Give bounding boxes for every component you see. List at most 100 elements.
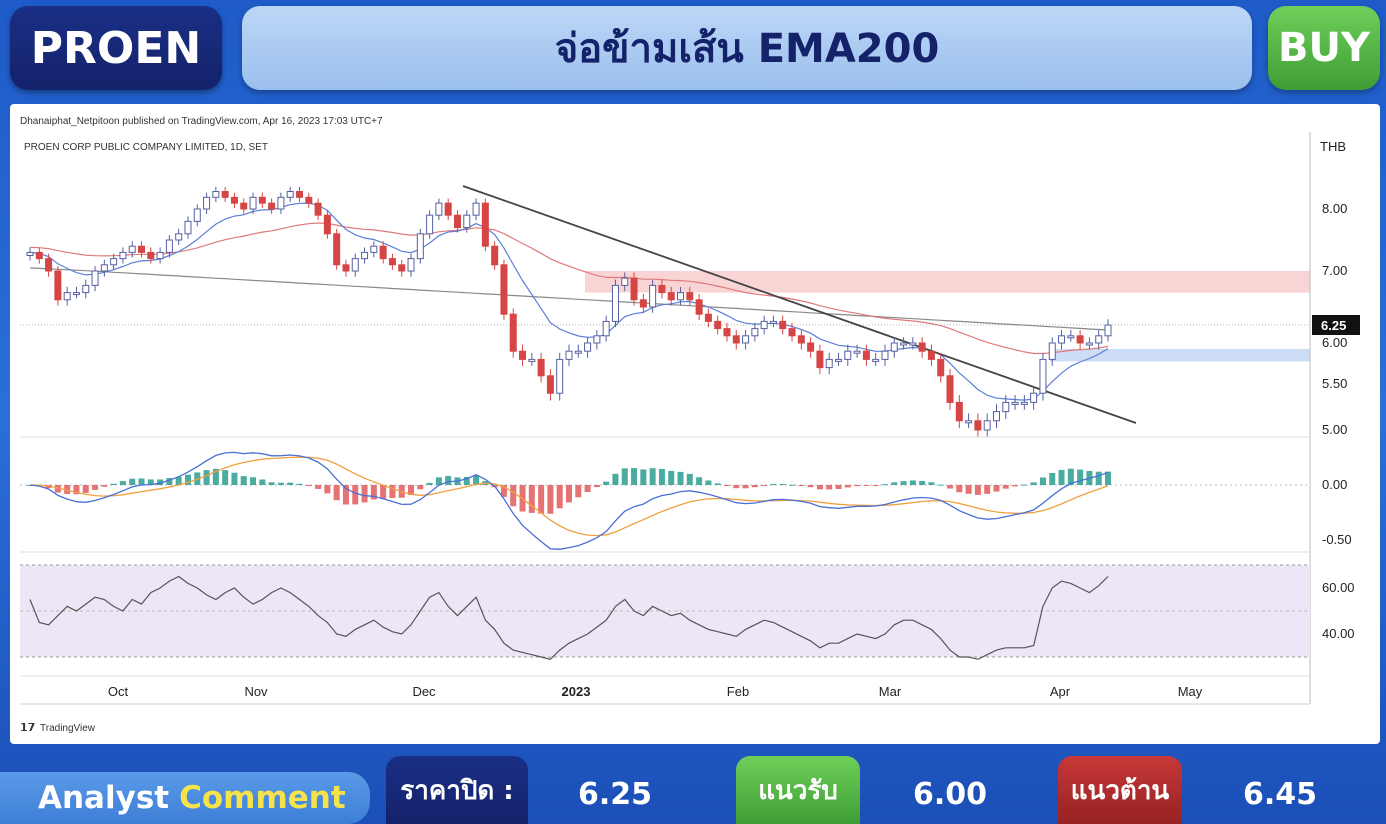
macd-histogram-bar: [361, 485, 368, 503]
candle-body: [500, 264, 508, 315]
candle-body: [361, 251, 369, 260]
analyst-comment-banner: Analyst Comment: [0, 772, 370, 824]
macd-histogram-bar: [761, 485, 768, 486]
candle-body: [286, 191, 294, 198]
macd-histogram-bar: [445, 476, 452, 485]
candle-body: [63, 292, 71, 301]
candle-body: [983, 420, 991, 431]
candle-body: [240, 202, 248, 210]
macd-histogram-bar: [110, 483, 117, 485]
candle-body: [491, 245, 499, 266]
candle-body: [677, 292, 685, 301]
candle-body: [435, 202, 443, 216]
macd-histogram-bar: [380, 485, 387, 499]
macd-histogram-bar: [1021, 484, 1028, 486]
resistance-zone: [585, 271, 1310, 293]
macd-histogram-bar: [566, 485, 572, 503]
macd-histogram-bar: [184, 474, 191, 485]
candle-body: [26, 251, 34, 256]
macd-histogram-bar: [547, 485, 554, 514]
candle-body: [937, 358, 945, 377]
macd-histogram-bar: [575, 485, 582, 498]
macd-histogram-bar: [621, 468, 628, 485]
macd-histogram-bar: [370, 485, 377, 500]
candle-body: [714, 320, 722, 330]
candle-body: [779, 320, 787, 330]
candle-body: [788, 328, 796, 337]
ticker-badge: PROEN: [10, 6, 222, 90]
candle-body: [388, 258, 396, 266]
macd-histogram-bar: [872, 485, 879, 486]
symbol-title: PROEN CORP PUBLIC COMPANY LIMITED, 1D, S…: [24, 142, 268, 153]
x-tick-label: Mar: [879, 684, 902, 699]
macd-histogram-bar: [593, 485, 600, 488]
x-tick-label: Dec: [412, 684, 436, 699]
candle-body: [556, 358, 564, 394]
candle-body: [119, 251, 127, 260]
candle-body: [1058, 335, 1066, 344]
macd-histogram-bar: [240, 476, 247, 485]
macd-histogram-bar: [919, 480, 926, 485]
candle-body: [472, 202, 480, 216]
candle-body: [351, 258, 359, 272]
candle-body: [212, 191, 220, 198]
macd-histogram-bar: [677, 471, 684, 485]
macd-histogram-bar: [538, 485, 545, 514]
x-tick-label: Oct: [108, 684, 129, 699]
candle-body: [872, 358, 880, 362]
candle-body: [175, 233, 183, 241]
candle-body: [974, 420, 982, 431]
candle-body: [305, 196, 313, 204]
macd-histogram-bar: [612, 473, 619, 485]
close-price-label: ราคาปิด :: [386, 756, 528, 824]
candle-body: [277, 196, 285, 210]
macd-histogram-bar: [92, 485, 99, 490]
macd-histogram-bar: [408, 485, 415, 496]
candle-body: [165, 239, 173, 253]
macd-signal-line: [29, 456, 1109, 537]
trendline: [462, 185, 1137, 424]
candle-body: [184, 220, 192, 235]
x-tick-label: Feb: [727, 684, 749, 699]
macd-histogram-bar: [82, 485, 89, 493]
macd-histogram-bar: [826, 485, 833, 490]
x-tick-label: Nov: [244, 684, 268, 699]
macd-histogram-bar: [1049, 473, 1056, 485]
candle-body: [742, 335, 750, 344]
candle-body: [1095, 335, 1103, 344]
rsi-tick-label: 60.00: [1322, 580, 1355, 595]
candle-body: [602, 320, 610, 337]
candle-body: [853, 350, 861, 354]
macd-histogram-bar: [723, 485, 730, 486]
ema-mid-line: [29, 222, 1109, 355]
macd-histogram-bar: [928, 482, 935, 485]
x-tick-label: Apr: [1050, 684, 1071, 699]
price-chart[interactable]: Dhanaiphat_Netpitoon published on Tradin…: [10, 104, 1380, 744]
macd-histogram-bar: [807, 485, 814, 488]
candle-body: [992, 411, 1000, 422]
macd-histogram-bar: [231, 472, 238, 485]
candle-body: [611, 284, 619, 322]
comment-word: Comment: [179, 780, 346, 816]
candle-body: [927, 350, 935, 360]
candle-body: [593, 335, 601, 344]
tradingview-logo-icon: 𝟭𝟳: [20, 722, 35, 734]
macd-histogram-bar: [770, 484, 777, 486]
macd-histogram-bar: [500, 485, 507, 497]
macd-histogram-bar: [203, 470, 210, 485]
candle-body: [481, 202, 489, 247]
support-label: แนวรับ: [736, 756, 860, 824]
macd-histogram-bar: [342, 485, 349, 505]
candle-body: [1067, 335, 1075, 339]
macd-histogram-bar: [352, 485, 359, 505]
macd-histogram-bar: [1002, 485, 1009, 489]
tradingview-brand: TradingView: [40, 723, 96, 734]
macd-histogram-bar: [510, 485, 517, 507]
candle-body: [100, 264, 108, 272]
ema-fast-line: [29, 202, 1109, 401]
macd-histogram-bar: [742, 485, 749, 489]
macd-histogram-bar: [854, 485, 861, 487]
chart-panel: Dhanaiphat_Netpitoon published on Tradin…: [10, 104, 1380, 744]
price-tick-label: 5.50: [1322, 376, 1347, 391]
macd-tick-label: -0.50: [1322, 532, 1352, 547]
